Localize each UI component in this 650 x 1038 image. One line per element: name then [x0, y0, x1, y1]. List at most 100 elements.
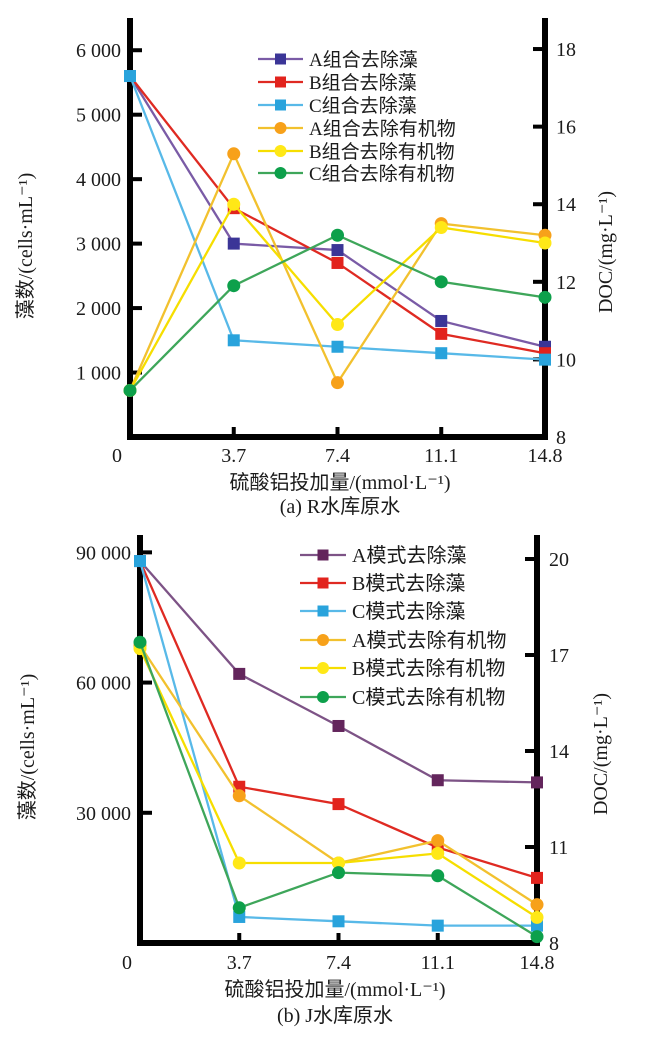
data-point-marker [227, 237, 240, 250]
chart-panel-a: 6 000 5 000 4 000 3 000 2 000 1 000 18 16 14 12 10… [14, 18, 617, 518]
data-point-marker [227, 334, 240, 347]
legend-marker [275, 76, 286, 88]
data-point-marker [332, 719, 345, 732]
data-point-marker [431, 834, 445, 848]
data-point-marker [331, 317, 344, 331]
legend-marker [317, 577, 329, 589]
x-tick-label: 3.7 [221, 445, 246, 467]
data-point-marker [227, 147, 241, 161]
chart-panel-b: 90 000 60 000 30 000 20 17 14 11 8 0 3.7 7.4 11.1 14… [0, 519, 650, 1038]
legend-item: C组合去除藻 [258, 95, 417, 117]
x-axis-title: 硫酸铝投加量/(mmol·L⁻¹) [225, 978, 446, 1001]
data-point-marker [431, 846, 445, 860]
data-point-marker [530, 898, 544, 912]
legend-item: B模式去除藻 [300, 572, 465, 595]
right-tick-label: 20 [549, 549, 569, 571]
data-point-marker [530, 930, 544, 944]
legend-item: C模式去除有机物 [300, 686, 505, 709]
data-point-marker [435, 327, 448, 340]
data-point-marker [232, 901, 246, 915]
right-tick-label: 11 [549, 837, 568, 859]
x-tick-label: 11.1 [421, 952, 455, 974]
legend-marker [275, 53, 286, 65]
legend-item: A组合去除藻 [258, 49, 418, 71]
data-point-marker [530, 910, 544, 924]
x-tick-label: 7.4 [325, 445, 350, 467]
legend-label: C模式去除有机物 [352, 686, 505, 709]
data-point-marker [331, 376, 344, 390]
legend-item: C模式去除藻 [300, 600, 465, 623]
data-point-marker [233, 910, 246, 923]
right-axis-title: DOC/(mg·L⁻¹) [590, 693, 612, 815]
legend: A组合去除藻B组合去除藻C组合去除藻A组合去除有机物B组合去除有机物C组合去除有… [258, 49, 456, 185]
right-axis-title: DOC/(mg·L⁻¹) [595, 191, 617, 313]
data-point-marker [331, 256, 344, 269]
right-tick-label: 14 [556, 194, 576, 216]
legend-marker [317, 662, 329, 674]
data-point-marker [331, 340, 344, 353]
legend-label: B组合去除有机物 [309, 141, 455, 163]
data-point-marker [134, 555, 146, 568]
legend-item: A模式去除藻 [300, 544, 466, 567]
left-tick-label: 4 000 [76, 169, 121, 191]
data-point-marker [124, 70, 136, 83]
right-tick-label: 8 [556, 427, 566, 449]
legend-marker [274, 167, 287, 179]
data-point-marker [431, 919, 444, 932]
legend-label: B模式去除有机物 [352, 657, 505, 680]
x-tick-label: 14.8 [528, 445, 563, 467]
legend-marker [317, 691, 329, 703]
legend-label: C模式去除藻 [352, 600, 465, 623]
legend-label: A模式去除有机物 [352, 629, 506, 652]
data-point-marker [434, 275, 448, 289]
legend-item: A组合去除有机物 [258, 118, 456, 140]
legend-label: B组合去除藻 [309, 72, 417, 94]
series-B组合去除有机物 [123, 197, 552, 397]
series-C模式去除有机物 [133, 635, 544, 944]
legend-item: B组合去除有机物 [258, 141, 455, 163]
x-tick-label: 0 [122, 952, 132, 974]
series-A模式去除藻 [134, 555, 543, 789]
x-tick-label: 11.1 [424, 445, 458, 467]
data-point-marker [538, 290, 552, 304]
right-tick-label: 16 [556, 117, 576, 139]
data-point-marker [233, 667, 246, 680]
legend-marker [317, 605, 329, 617]
data-point-marker [531, 871, 543, 884]
data-point-marker [431, 869, 445, 883]
data-point-marker [435, 347, 448, 360]
series-C组合去除藻 [124, 70, 551, 366]
panel-caption: (b) J水库原水 [277, 1004, 393, 1027]
x-tick-label: 14.8 [520, 952, 555, 974]
right-tick-label: 8 [549, 933, 559, 955]
data-point-marker [232, 789, 246, 803]
chart-a-canvas: 6 000 5 000 4 000 3 000 2 000 1 000 18 16 14 12 10… [14, 18, 617, 518]
data-point-marker [123, 383, 137, 397]
panel-caption: (a) R水库原水 [280, 495, 401, 518]
data-point-marker [332, 915, 345, 928]
data-point-marker [232, 856, 246, 870]
x-tick-label: 7.4 [326, 952, 351, 974]
series-C组合去除有机物 [123, 228, 552, 397]
right-tick-label: 14 [549, 741, 569, 763]
legend-label: C组合去除有机物 [309, 163, 455, 185]
left-axis-title: 藻数/(cells·mL⁻¹) [16, 674, 39, 821]
legend-label: C组合去除藻 [309, 95, 417, 117]
legend-item: A模式去除有机物 [300, 629, 506, 652]
series-B模式去除藻 [134, 555, 543, 884]
left-tick-label: 6 000 [76, 40, 121, 62]
left-tick-label: 3 000 [76, 234, 121, 256]
data-point-marker [331, 228, 344, 242]
left-tick-label: 30 000 [76, 803, 131, 825]
data-point-marker [227, 197, 241, 211]
data-point-marker [434, 221, 448, 234]
legend-marker [274, 122, 287, 134]
right-tick-label: 17 [549, 645, 569, 667]
legend-label: A组合去除有机物 [309, 118, 456, 140]
right-tick-label: 12 [556, 272, 576, 294]
legend: A模式去除藻 B模式去除藻 C模式去除藻 A模式去除有机物 B模式去除有机物 C模式去除有… [300, 544, 506, 709]
legend-label: B模式去除藻 [352, 572, 465, 595]
right-tick-label: 18 [556, 39, 576, 61]
chart-b-canvas: 90 000 60 000 30 000 20 17 14 11 8 0 3.7 7.4 11.1 14… [16, 535, 612, 1027]
data-point-marker [332, 866, 345, 880]
